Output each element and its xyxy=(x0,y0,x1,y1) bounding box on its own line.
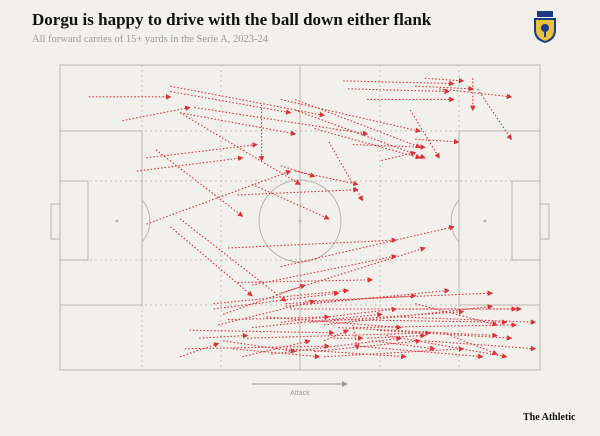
carry-arrow xyxy=(352,322,518,329)
carry-arrow xyxy=(338,327,498,339)
carry-arrow xyxy=(285,288,450,307)
carry-arrow xyxy=(223,284,306,315)
carry-arrow xyxy=(323,329,350,342)
carry-arrow xyxy=(400,316,537,325)
carry-arrow xyxy=(213,288,350,305)
chart-subtitle: All forward carries of 15+ yards in the … xyxy=(32,34,268,45)
lecce-crest-icon xyxy=(534,11,556,43)
carry-arrow xyxy=(323,346,465,358)
carry-arrow xyxy=(376,329,513,341)
carry-arrow xyxy=(146,142,258,159)
carry-arrow xyxy=(232,348,321,360)
carry-arrow xyxy=(170,90,292,115)
carry-arrow xyxy=(189,329,335,336)
carry-arrow xyxy=(477,88,512,141)
carry-arrow xyxy=(314,338,422,352)
carry-arrow xyxy=(333,319,508,325)
carry-arrow xyxy=(199,333,249,339)
attack-direction-indicator: Attack xyxy=(252,381,348,397)
carry-arrow xyxy=(386,334,508,359)
carry-arrow xyxy=(194,106,369,137)
pitch-markings xyxy=(50,64,550,371)
carry-arrow xyxy=(352,144,426,150)
carry-arrow xyxy=(280,98,422,134)
carry-arrow xyxy=(218,299,316,326)
carry-arrow xyxy=(155,149,244,217)
carry-arrow xyxy=(285,348,407,360)
carry-arrow xyxy=(309,309,465,323)
carry-arrow xyxy=(179,112,301,185)
chart-title: Dorgu is happy to drive with the ball do… xyxy=(32,10,432,29)
carry-arrow xyxy=(251,254,398,286)
carry-arrow xyxy=(295,170,359,187)
carry-arrow xyxy=(347,88,450,95)
carry-arrow xyxy=(314,128,422,160)
carry-arrow xyxy=(439,88,513,100)
carry-arrow xyxy=(227,237,398,249)
carry-arrow xyxy=(266,316,402,330)
carry-arrow xyxy=(237,277,374,284)
carry-arrow xyxy=(184,343,330,350)
carry-arrow xyxy=(415,138,460,145)
attack-label: Attack xyxy=(290,390,310,397)
carry-arrow xyxy=(170,85,326,118)
brand-logo: The Athletic xyxy=(523,412,576,423)
carry-arrow xyxy=(381,150,417,162)
carry-arrow xyxy=(247,330,431,339)
carry-arrow xyxy=(323,304,494,326)
carry-arrow xyxy=(424,340,537,352)
carry-arrow xyxy=(251,312,383,329)
carry-arrow xyxy=(357,345,484,360)
carry-arrow xyxy=(280,165,316,178)
carry-arrow xyxy=(136,155,244,172)
carry-arrow xyxy=(415,303,498,327)
carry-arrow xyxy=(237,187,359,196)
carry-arrow xyxy=(251,183,330,220)
carry-arrow xyxy=(424,77,465,84)
carry-arrow xyxy=(242,339,311,358)
carry-arrow xyxy=(170,226,253,297)
carry-arrow xyxy=(223,340,297,354)
carry-arrow xyxy=(409,109,440,159)
carry-arrow xyxy=(367,332,426,339)
carry-arrow xyxy=(343,80,455,87)
carry-arrow xyxy=(280,225,455,268)
carry-arrow xyxy=(179,342,220,358)
carry-arrows xyxy=(88,77,537,360)
carry-arrow xyxy=(227,314,330,321)
carry-arrow xyxy=(280,246,426,294)
carry-arrow xyxy=(146,170,292,225)
carry-arrow xyxy=(179,218,287,302)
carry-arrow xyxy=(443,332,498,355)
carry-arrow xyxy=(352,324,360,350)
carry-arrow xyxy=(295,98,422,149)
carry-arrow xyxy=(122,105,191,122)
carry-arrow xyxy=(415,85,474,92)
carry-arrow xyxy=(179,112,297,136)
carry-arrow xyxy=(328,141,363,202)
